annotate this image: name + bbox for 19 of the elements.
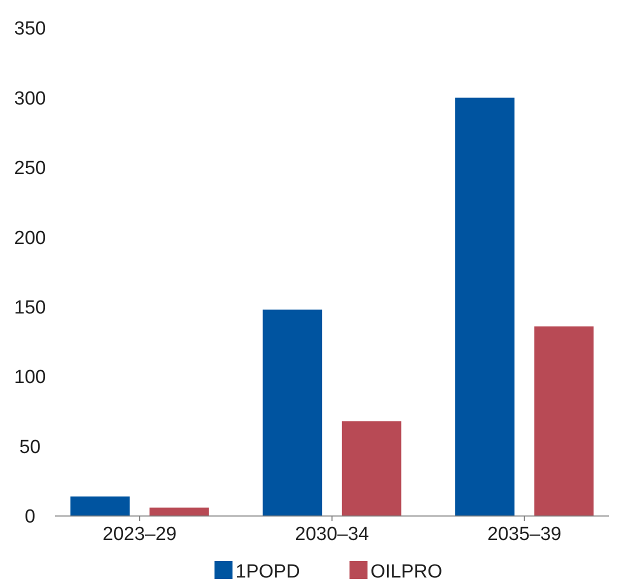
x-tick-label: 2035–39: [487, 524, 562, 545]
bar: [150, 508, 209, 516]
y-tick-label: 150: [14, 298, 46, 319]
bar: [262, 310, 322, 516]
y-tick-label: 300: [14, 88, 46, 110]
bar: [70, 496, 130, 516]
x-tick-label: 2023–29: [102, 524, 177, 545]
bar: [342, 421, 402, 516]
legend-label: OILPRO: [370, 562, 442, 583]
y-tick-label: 100: [14, 367, 46, 388]
x-tick-label: 2030–34: [295, 524, 370, 545]
y-tick-label: 200: [14, 228, 46, 249]
y-tick-label: 0: [24, 506, 36, 528]
bar: [534, 326, 594, 516]
bar: [455, 98, 514, 516]
legend-label: 1POPD: [236, 562, 300, 583]
y-tick-label: 350: [14, 18, 46, 40]
y-tick-label: 50: [19, 436, 41, 458]
y-tick-label: 250: [14, 158, 46, 180]
